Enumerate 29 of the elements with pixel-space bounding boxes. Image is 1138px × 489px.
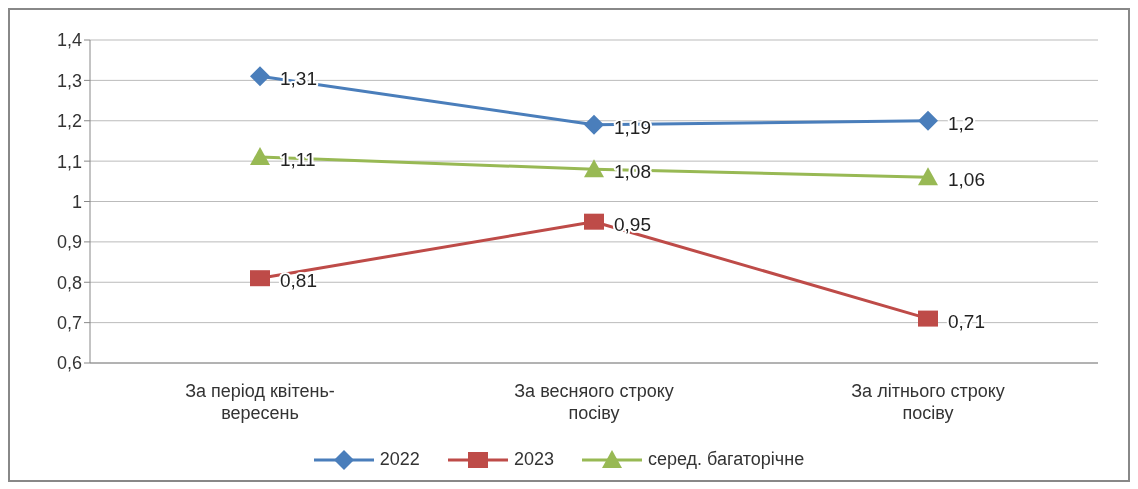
legend-label: 2022 [378,449,420,470]
point [250,270,270,287]
legend-label: 2023 [512,449,554,470]
point [918,167,938,186]
x-tick-label: За період квітень-вересень [185,381,335,423]
y-tick-label: 1 [71,191,82,212]
y-tick-label: 0,9 [56,232,82,253]
y-tick-label: 0,7 [56,313,82,334]
data-label: 0,95 [614,213,651,235]
point [584,213,604,230]
legend-label: серед. багаторічне [646,449,805,470]
point [584,114,604,135]
point [584,159,604,178]
y-tick-label: 0,8 [56,272,82,293]
data-label: 0,81 [280,270,317,292]
y-tick-label: 0,6 [56,353,82,374]
point [918,310,938,327]
data-label: 1,2 [948,112,975,134]
data-label: 0,71 [948,310,985,332]
x-tick-label: За весняого строку посіву [514,381,674,423]
point [250,147,270,166]
x-tick-label: За літнього строку посіву [851,381,1005,423]
point [918,110,938,131]
y-tick-label: 1,4 [56,30,82,51]
data-label: 1,06 [948,169,985,191]
y-tick-label: 1,3 [56,70,82,91]
y-tick-label: 1,1 [56,151,82,172]
y-tick-label: 1,2 [56,111,82,132]
point [250,66,270,87]
